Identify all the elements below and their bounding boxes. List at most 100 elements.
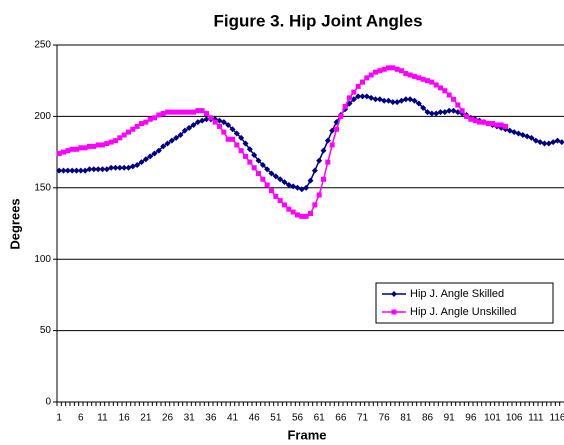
data-point [377, 68, 383, 74]
data-point [247, 159, 253, 165]
x-tick-label: 11 [97, 413, 108, 424]
data-point [446, 92, 452, 98]
data-point [290, 209, 296, 215]
data-point [82, 145, 88, 151]
data-point [64, 167, 71, 174]
data-point [61, 149, 66, 155]
data-point [60, 167, 67, 174]
data-point [69, 146, 75, 152]
data-point [477, 119, 482, 125]
data-point [451, 96, 456, 102]
data-point [177, 131, 184, 138]
data-point [186, 109, 192, 115]
data-point [147, 153, 154, 160]
data-point [528, 134, 535, 141]
legend-marker [391, 309, 397, 315]
x-tick-label: 101 [484, 413, 501, 424]
data-point [225, 136, 231, 142]
data-point [485, 121, 491, 127]
data-point [268, 170, 275, 177]
data-point [139, 121, 144, 127]
x-tick-label: 46 [249, 413, 261, 424]
data-point [134, 161, 141, 168]
data-point [324, 137, 331, 144]
series-line [59, 95, 563, 191]
y-tick-label: 250 [34, 40, 51, 51]
data-point [407, 72, 413, 78]
data-point [100, 142, 105, 148]
data-point [147, 116, 153, 122]
data-point [311, 167, 318, 174]
data-point [403, 71, 409, 77]
data-point [503, 123, 508, 129]
data-point [429, 79, 435, 85]
x-tick-label: 56 [292, 413, 304, 424]
data-point [243, 153, 248, 159]
x-tick-label: 96 [465, 413, 477, 424]
data-point [416, 75, 422, 81]
data-point [65, 148, 71, 154]
data-point [256, 171, 261, 177]
data-point [412, 73, 417, 79]
legend-label: Hip J. Angle Unskilled [410, 306, 516, 318]
x-tick-label: 16 [119, 413, 131, 424]
data-point [225, 121, 232, 128]
data-point [86, 166, 93, 173]
x-tick-label: 71 [357, 413, 369, 424]
data-point [433, 82, 439, 88]
data-point [230, 136, 235, 142]
data-point [199, 108, 205, 114]
x-tick-label: 76 [379, 413, 391, 424]
x-tick-label: 61 [314, 413, 326, 424]
data-point [355, 83, 361, 89]
data-point [169, 109, 175, 115]
data-point [173, 134, 180, 141]
data-point [372, 96, 379, 103]
data-point [282, 202, 287, 208]
x-tick-label: 41 [227, 413, 239, 424]
data-point [347, 95, 352, 101]
data-point [334, 126, 339, 132]
data-point [160, 143, 167, 150]
data-point [164, 140, 171, 147]
x-tick-label: 31 [184, 413, 196, 424]
data-point [246, 146, 253, 153]
data-point [212, 119, 218, 125]
data-point [173, 109, 179, 115]
data-point [208, 115, 214, 121]
data-point [269, 188, 274, 194]
data-point [342, 103, 348, 109]
legend: Hip J. Angle Skilled Hip J. Angle Unskill… [375, 282, 554, 324]
data-point [182, 109, 188, 115]
data-point [134, 123, 140, 129]
data-point [303, 213, 309, 219]
x-tick-label: 91 [444, 413, 456, 424]
data-point [277, 198, 283, 204]
data-point [251, 151, 258, 158]
data-point [138, 159, 145, 166]
data-point [355, 93, 362, 100]
data-point [281, 179, 288, 186]
data-point [217, 123, 222, 129]
data-point [420, 104, 427, 111]
data-point [121, 164, 128, 171]
data-point [242, 140, 249, 147]
data-point [402, 96, 409, 103]
y-tick-label: 200 [34, 111, 51, 122]
data-point [165, 109, 170, 115]
data-point [455, 102, 461, 108]
y-tick-label: 50 [40, 325, 52, 336]
data-point [399, 68, 404, 74]
data-point [116, 164, 123, 171]
x-tick-label: 111 [528, 413, 544, 424]
data-point [260, 176, 266, 182]
data-point [481, 119, 487, 125]
data-point [87, 143, 92, 149]
data-point [360, 79, 365, 85]
data-point [325, 159, 331, 165]
y-tick-label: 100 [34, 254, 51, 265]
data-point [295, 212, 300, 218]
legend-marker [391, 291, 397, 297]
data-point [437, 109, 444, 116]
